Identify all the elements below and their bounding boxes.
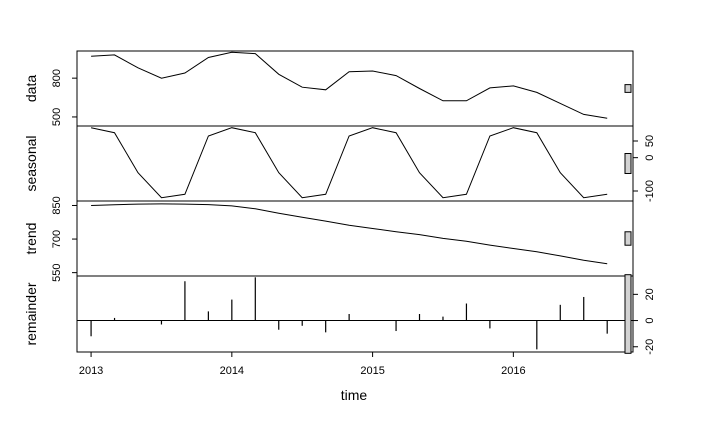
trend-panel-frame [76,200,634,277]
remainder-panel-frame [76,275,634,353]
x-tick-label: 2014 [220,365,244,377]
remainder-y-tick-label: 20 [644,288,656,300]
seasonal-y-tick-label: 0 [644,155,656,161]
remainder-y-tick-label: -20 [644,339,656,355]
x-tick-label: 2016 [501,365,525,377]
data-panel-label: data [23,75,39,102]
seasonal-scale-bar [624,153,632,174]
trend-series-line [91,203,608,265]
data-series-line [91,51,608,119]
remainder-scale-bar [624,274,632,354]
remainder-y-tick-label: 0 [644,317,656,323]
x-tick-label: 2015 [360,365,384,377]
x-tick-label: 2013 [79,365,103,377]
data-y-tick-label: 800 [51,69,63,87]
x-axis-title: time [341,387,368,403]
trend-panel-label: trend [23,223,39,255]
trend-y-tick-label: 700 [51,230,63,248]
data-y-tick-label: 500 [51,108,63,126]
seasonal-series-line [90,127,608,199]
data-scale-bar [624,84,632,93]
seasonal-y-tick-label: -100 [644,180,656,202]
trend-scale-bar [624,231,632,246]
remainder-panel-label: remainder [23,282,39,345]
seasonal-panel-frame [76,125,634,202]
seasonal-panel-label: seasonal [23,135,39,191]
trend-y-tick-label: 550 [51,263,63,281]
seasonal-y-tick-label: 50 [644,135,656,147]
data-panel-frame [76,50,634,127]
trend-y-tick-label: 850 [51,196,63,214]
